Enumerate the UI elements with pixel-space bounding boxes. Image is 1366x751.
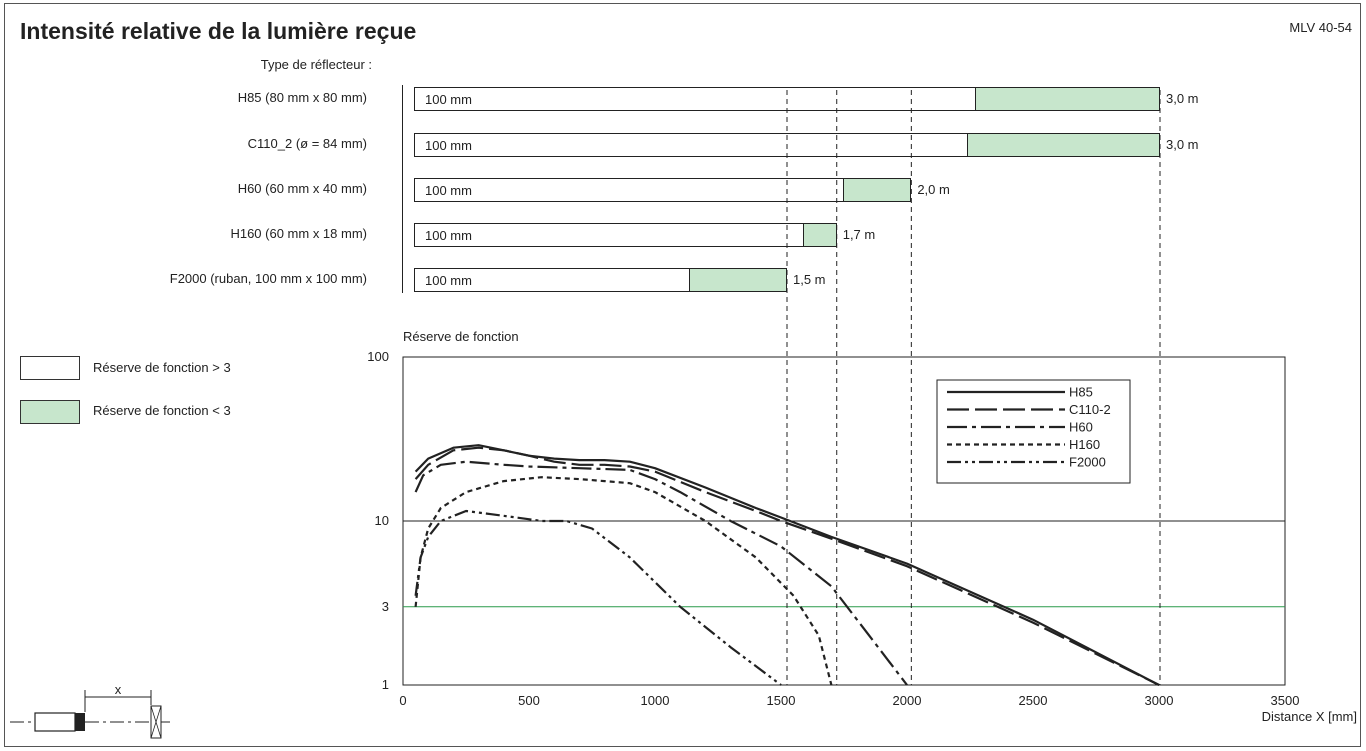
legend-label-low: Réserve de fonction < 3 <box>93 403 231 418</box>
x-tick-label: 500 <box>518 693 540 708</box>
bar-axis-line <box>402 85 403 293</box>
bar-inner-label: 100 mm <box>425 273 472 288</box>
reflector-label: C110_2 (ø = 84 mm) <box>247 136 367 151</box>
x-axis-label: Distance X [mm] <box>1262 709 1357 724</box>
legend-label: H60 <box>1069 420 1093 435</box>
reflector-bar: 100 mm <box>414 223 837 247</box>
legend-label: C110-2 <box>1069 402 1111 417</box>
x-tick-label: 0 <box>399 693 406 708</box>
y-tick-label: 1 <box>382 677 389 692</box>
reflector-hatch-icon <box>150 705 162 739</box>
reserve-below-3-segment <box>967 134 1159 156</box>
sensor-body-icon <box>34 712 76 732</box>
legend-label: H85 <box>1069 385 1093 400</box>
reflector-bar: 100 mm <box>414 268 787 292</box>
range-label: 2,0 m <box>917 182 950 197</box>
range-label: 1,7 m <box>842 227 876 242</box>
reserve-below-3-segment <box>842 179 911 201</box>
reflector-label: H85 (80 mm x 80 mm) <box>237 90 367 105</box>
document-id: MLV 40-54 <box>1289 20 1352 35</box>
x-tick-label: 1000 <box>641 693 670 708</box>
reflector-label: F2000 (ruban, 100 mm x 100 mm) <box>169 271 367 286</box>
series-line-h60 <box>414 460 908 686</box>
legend-label-high: Réserve de fonction > 3 <box>93 360 231 375</box>
bar-inner-label: 100 mm <box>425 138 472 153</box>
reserve-below-3-segment <box>974 88 1159 110</box>
sensor-lens-icon <box>75 713 85 731</box>
reflector-label: H160 (60 mm x 18 mm) <box>230 226 367 241</box>
series-line-c110-2 <box>414 446 1160 686</box>
figure-frame <box>4 3 1361 747</box>
reflector-label: H60 (60 mm x 40 mm) <box>237 181 367 196</box>
x-tick-label: 3500 <box>1271 693 1300 708</box>
series-line-h85 <box>414 444 1160 686</box>
series-line-f2000 <box>414 509 782 686</box>
x-tick-label: 2000 <box>893 693 922 708</box>
bar-inner-label: 100 mm <box>425 92 472 107</box>
page-title: Intensité relative de la lumière reçue <box>20 18 417 44</box>
reflector-heading: Type de réflecteur : <box>260 57 372 72</box>
bar-inner-label: 100 mm <box>425 183 472 198</box>
x-tick-label: 2500 <box>1019 693 1048 708</box>
reserve-below-3-segment <box>802 224 836 246</box>
y-tick-label: 3 <box>382 599 389 614</box>
x-tick-label: 1500 <box>767 693 796 708</box>
legend-swatch-white <box>20 356 80 380</box>
y-tick-label: 100 <box>367 349 389 364</box>
range-label: 1,5 m <box>793 272 826 287</box>
legend-swatch-green <box>20 400 80 424</box>
distance-x-label: x <box>115 682 122 697</box>
series-line-h160 <box>414 476 833 686</box>
reflector-bar: 100 mm <box>414 178 912 202</box>
bar-inner-label: 100 mm <box>425 228 472 243</box>
y-tick-label: 10 <box>375 513 389 528</box>
legend-label: H160 <box>1069 437 1100 452</box>
range-label: 3,0 m <box>1166 91 1199 106</box>
range-label: 3,0 m <box>1166 137 1199 152</box>
reserve-below-3-segment <box>688 269 786 291</box>
chart-legend <box>936 379 1131 484</box>
y-axis-label: Réserve de fonction <box>403 329 519 344</box>
legend-label: F2000 <box>1069 455 1106 470</box>
x-tick-label: 3000 <box>1145 693 1174 708</box>
